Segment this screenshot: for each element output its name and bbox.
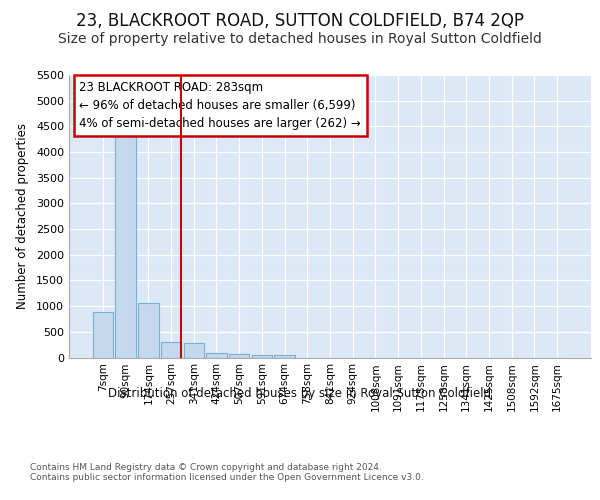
Text: 23 BLACKROOT ROAD: 283sqm
← 96% of detached houses are smaller (6,599)
4% of sem: 23 BLACKROOT ROAD: 283sqm ← 96% of detac… (79, 80, 361, 130)
Bar (229, 354, 250, 358)
Bar (184, 343, 204, 357)
Bar (115, 124, 136, 358)
Text: Contains HM Land Registry data © Crown copyright and database right 2024.: Contains HM Land Registry data © Crown c… (30, 462, 382, 471)
Text: Distribution of detached houses by size in Royal Sutton Coldfield: Distribution of detached houses by size … (109, 388, 491, 400)
Bar (206, 354, 227, 358)
Text: 23, BLACKROOT ROAD, SUTTON COLDFIELD, B74 2QP: 23, BLACKROOT ROAD, SUTTON COLDFIELD, B7… (76, 12, 524, 30)
Bar (138, 303, 158, 358)
Bar (161, 342, 181, 357)
Bar (93, 312, 113, 358)
Bar (274, 355, 295, 358)
Text: Size of property relative to detached houses in Royal Sutton Coldfield: Size of property relative to detached ho… (58, 32, 542, 46)
Bar (251, 355, 272, 358)
Text: Contains public sector information licensed under the Open Government Licence v3: Contains public sector information licen… (30, 474, 424, 482)
Y-axis label: Number of detached properties: Number of detached properties (16, 123, 29, 309)
